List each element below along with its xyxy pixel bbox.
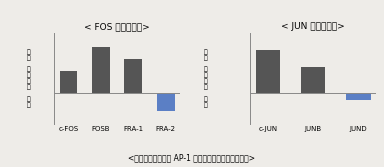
Bar [301,67,326,93]
Bar [157,93,174,111]
Title: < JUN ファミリー>: < JUN ファミリー> [281,22,345,31]
Text: 上
昇

発
現
変
化

低
下: 上 昇 発 現 変 化 低 下 [27,49,31,108]
Bar [124,59,142,93]
Text: 上
昇

発
現
変
化

低
下: 上 昇 発 現 変 化 低 下 [204,49,207,108]
Bar [346,93,371,100]
Title: < FOS ファミリー>: < FOS ファミリー> [84,22,150,31]
Bar [92,47,110,93]
Bar [60,71,77,93]
Bar [256,50,280,93]
Text: <紫外線照射による AP-1 構成タンパク質の発現変化>: <紫外線照射による AP-1 構成タンパク質の発現変化> [129,153,255,162]
